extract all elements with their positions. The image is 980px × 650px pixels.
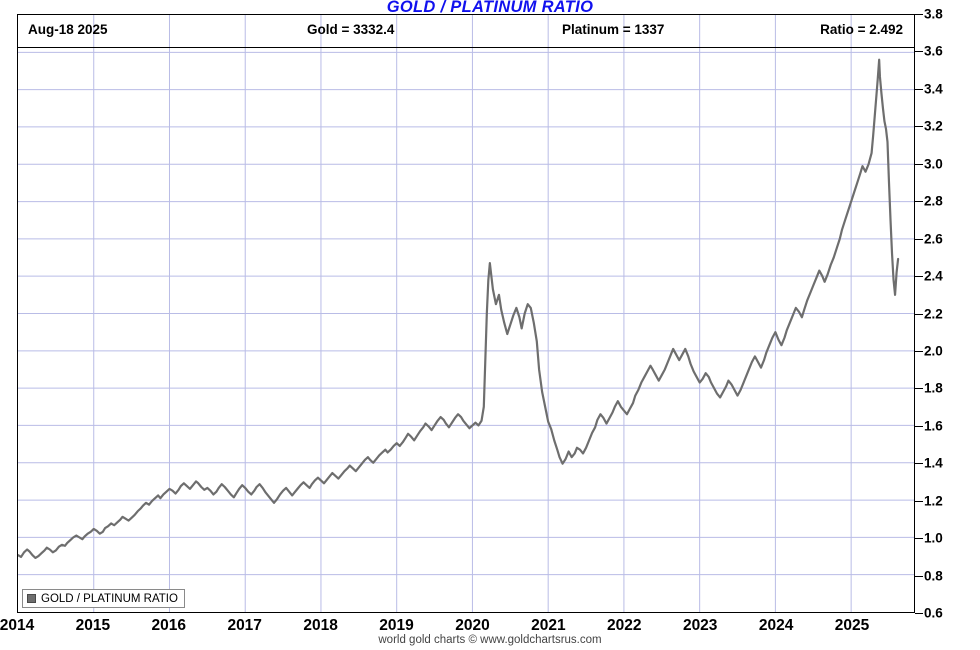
- y-tick-label: 2.0: [924, 343, 943, 359]
- x-tick-label: 2020: [455, 617, 490, 634]
- ratio-series-line: [18, 58, 900, 559]
- y-tick-mark: [915, 313, 923, 315]
- y-tick-mark: [915, 350, 923, 352]
- y-tick-mark: [915, 14, 923, 15]
- y-tick-label: 2.8: [924, 193, 943, 209]
- y-tick-label: 1.2: [924, 493, 943, 509]
- grid-lines: [18, 15, 914, 612]
- y-tick-mark: [915, 538, 923, 540]
- header-platinum-price: Platinum = 1337: [562, 22, 665, 37]
- x-tick-label: 2014: [0, 617, 35, 634]
- y-tick-mark: [915, 575, 923, 577]
- y-tick-label: 3.4: [924, 81, 943, 97]
- x-tick-label: 2022: [607, 617, 642, 634]
- y-tick-mark: [915, 126, 923, 128]
- y-tick-mark: [915, 276, 923, 278]
- x-tick-label: 2024: [758, 617, 794, 634]
- x-tick-label: 2021: [531, 617, 566, 634]
- y-tick-mark: [915, 51, 923, 53]
- legend-swatch-icon: [27, 594, 36, 603]
- x-tick-label: 2017: [227, 617, 262, 634]
- x-tick-label: 2015: [75, 617, 111, 634]
- y-tick-label: 1.0: [924, 530, 943, 546]
- plot-area: [17, 14, 915, 613]
- y-tick-label: 1.8: [924, 380, 943, 396]
- y-tick-label: 2.6: [924, 231, 943, 247]
- x-tick-label: 2025: [834, 617, 870, 634]
- y-tick-mark: [915, 425, 923, 427]
- legend: GOLD / PLATINUM RATIO: [22, 589, 185, 608]
- y-tick-label: 3.8: [924, 6, 943, 22]
- x-tick-label: 2016: [151, 617, 187, 634]
- legend-label: GOLD / PLATINUM RATIO: [41, 592, 178, 605]
- y-tick-label: 0.6: [924, 605, 943, 621]
- header-gold-price: Gold = 3332.4: [307, 22, 395, 37]
- y-tick-label: 2.2: [924, 306, 943, 321]
- y-tick-label: 0.8: [924, 568, 943, 584]
- y-tick-mark: [915, 500, 923, 502]
- y-tick-mark: [915, 238, 923, 240]
- header-date: Aug-18 2025: [28, 22, 108, 37]
- y-tick-mark: [915, 201, 923, 203]
- y-tick-mark: [915, 163, 923, 165]
- y-tick-label: 2.4: [924, 268, 943, 284]
- y-tick-mark: [915, 388, 923, 390]
- x-tick-label: 2023: [682, 617, 718, 634]
- y-tick-mark: [915, 463, 923, 465]
- header-info-bar: Aug-18 2025 Gold = 3332.4 Platinum = 133…: [17, 14, 915, 48]
- y-tick-label: 3.0: [924, 156, 943, 172]
- x-tick-label: 2018: [303, 617, 338, 634]
- footer-credit: world gold charts © www.goldchartsrus.co…: [378, 634, 602, 646]
- x-tick-label: 2019: [379, 617, 414, 634]
- y-tick-mark: [915, 88, 923, 90]
- y-tick-label: 1.4: [924, 455, 943, 471]
- y-tick-label: 3.2: [924, 118, 943, 134]
- y-tick-label: 3.6: [924, 43, 943, 59]
- y-tick-label: 1.6: [924, 418, 943, 434]
- y-tick-mark: [915, 613, 923, 614]
- page-title: GOLD / PLATINUM RATIO: [386, 0, 594, 16]
- header-ratio-value: Ratio = 2.492: [820, 22, 903, 37]
